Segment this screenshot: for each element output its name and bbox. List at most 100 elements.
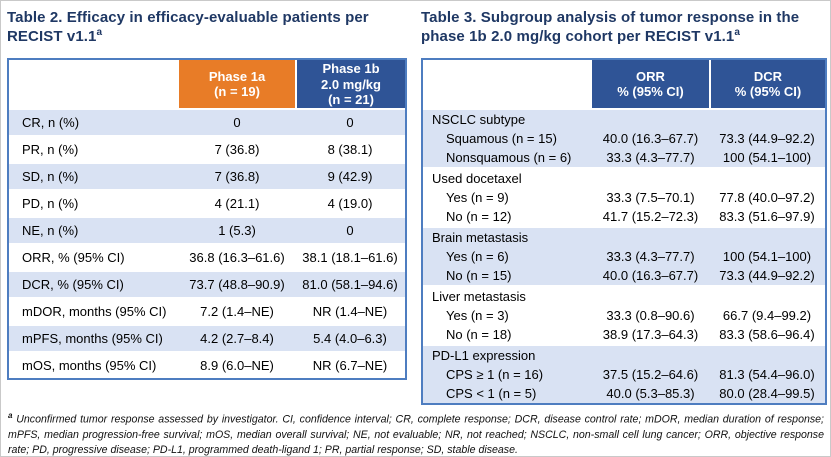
phase1a-value: 4 (21.1): [214, 196, 260, 212]
row-label: CPS ≥ 1 (n = 16): [446, 367, 544, 383]
subgroup-section: Brain metastasis Yes (n = 6) 33.3 (4.3–7…: [423, 226, 825, 286]
table-row: mDOR, months (95% CI) 7.2 (1.4–NE) NR (1…: [9, 297, 405, 324]
phase1b-value: 0: [346, 223, 354, 239]
row-label: Squamous (n = 15): [446, 131, 557, 147]
row-label: Yes (n = 6): [446, 249, 509, 265]
table2-title: Table 2. Efficacy in efficacy-evaluable …: [7, 8, 407, 46]
table-row: mPFS, months (95% CI) 4.2 (2.7–8.4) 5.4 …: [9, 324, 405, 352]
subgroup-section: Liver metastasis Yes (n = 3) 33.3 (0.8–9…: [423, 285, 825, 344]
orr-value: 37.5 (15.2–64.6): [602, 367, 699, 383]
dcr-value: 80.0 (28.4–99.5): [719, 386, 815, 402]
orr-value: 38.9 (17.3–64.3): [602, 327, 699, 343]
table3-title: Table 3. Subgroup analysis of tumor resp…: [421, 8, 827, 46]
table3-header-dcr: DCR % (95% CI): [709, 60, 825, 109]
subgroup-label: Liver metastasis: [432, 289, 526, 305]
subgroup-label: Brain metastasis: [432, 230, 529, 246]
footnote-marker: a: [8, 411, 13, 420]
table-row: CR, n (%) 0 0: [9, 108, 405, 136]
phase1a-value: 73.7 (48.8–90.9): [189, 277, 285, 293]
row-label: DCR, % (95% CI): [22, 277, 124, 293]
table3-title-text: Table 3. Subgroup analysis of tumor resp…: [421, 9, 800, 46]
phase1b-value: NR (6.7–NE): [312, 358, 388, 374]
table-row: CPS < 1 (n = 5) 40.0 (5.3–85.3) 80.0 (28…: [423, 384, 825, 403]
row-label: NE, n (%): [22, 223, 79, 239]
table-row: Yes (n = 9) 33.3 (7.5–70.1) 77.8 (40.0–9…: [423, 188, 825, 207]
row-label: SD, n (%): [22, 169, 79, 185]
table-row: ORR, % (95% CI) 36.8 (16.3–61.6) 38.1 (1…: [9, 243, 405, 270]
table-row: NE, n (%) 1 (5.3) 0: [9, 216, 405, 244]
phase1b-value: 4 (19.0): [327, 196, 373, 212]
orr-value: 33.3 (0.8–90.6): [606, 308, 695, 324]
subgroup-section: PD-L1 expression CPS ≥ 1 (n = 16) 37.5 (…: [423, 344, 825, 404]
row-label: Nonsquamous (n = 6): [446, 150, 572, 166]
phase1a-value: 1 (5.3): [218, 223, 256, 239]
table2-header-blank-cell: [9, 60, 179, 109]
table3-header-row: ORR % (95% CI) DCR % (95% CI): [423, 60, 825, 109]
dcr-value: 83.3 (58.6–96.4): [719, 327, 815, 343]
phase1a-value: 7 (36.8): [214, 169, 260, 185]
row-label: PR, n (%): [22, 142, 79, 158]
table-row: No (n = 15) 40.0 (16.3–67.7) 73.3 (44.9–…: [423, 266, 825, 285]
table-row: CPS ≥ 1 (n = 16) 37.5 (15.2–64.6) 81.3 (…: [423, 365, 825, 384]
dcr-value: 73.3 (44.9–92.2): [719, 268, 815, 284]
table3-panel: Table 3. Subgroup analysis of tumor resp…: [421, 8, 827, 406]
orr-value: 40.0 (16.3–67.7): [602, 131, 699, 147]
row-label: Yes (n = 3): [446, 308, 509, 324]
dcr-value: 83.3 (51.6–97.9): [719, 209, 815, 225]
table3-header-orr: ORR % (95% CI): [592, 60, 709, 109]
row-label: No (n = 12): [446, 209, 512, 225]
row-label: ORR, % (95% CI): [22, 250, 125, 266]
table-row: Yes (n = 3) 33.3 (0.8–90.6) 66.7 (9.4–99…: [423, 306, 825, 325]
row-label: Yes (n = 9): [446, 190, 509, 206]
table-row: Yes (n = 6) 33.3 (4.3–77.7) 100 (54.1–10…: [423, 247, 825, 266]
phase1b-value: 8 (38.1): [327, 142, 373, 158]
table3-title-footnote-marker: a: [734, 27, 741, 39]
footnote-text: Unconfirmed tumor response assessed by i…: [8, 413, 824, 456]
phase1b-value: 5.4 (4.0–6.3): [313, 331, 387, 347]
dcr-value: 100 (54.1–100): [722, 150, 812, 166]
orr-value: 33.3 (4.3–77.7): [606, 150, 695, 166]
dcr-value: 66.7 (9.4–99.2): [722, 308, 812, 324]
dcr-value: 81.3 (54.4–96.0): [719, 367, 815, 383]
table-row: No (n = 18) 38.9 (17.3–64.3) 83.3 (58.6–…: [423, 325, 825, 344]
table2-title-text: Table 2. Efficacy in efficacy-evaluable …: [7, 9, 369, 46]
table2-header-phase1a: Phase 1a (n = 19): [179, 60, 295, 109]
orr-value: 40.0 (5.3–85.3): [606, 386, 695, 402]
orr-value: 33.3 (7.5–70.1): [606, 190, 695, 206]
row-label: CPS < 1 (n = 5): [446, 386, 537, 402]
phase1b-value: 9 (42.9): [327, 169, 373, 185]
orr-value: 41.7 (15.2–72.3): [602, 209, 699, 225]
table-row: Nonsquamous (n = 6) 33.3 (4.3–77.7) 100 …: [423, 148, 825, 167]
subgroup-label: PD-L1 expression: [432, 348, 536, 364]
phase1b-value: 38.1 (18.1–61.6): [302, 250, 398, 266]
subgroup-section: Used docetaxel Yes (n = 9) 33.3 (7.5–70.…: [423, 167, 825, 226]
table-row: Squamous (n = 15) 40.0 (16.3–67.7) 73.3 …: [423, 129, 825, 148]
phase1b-value: NR (1.4–NE): [312, 304, 388, 320]
phase1a-value: 4.2 (2.7–8.4): [200, 331, 274, 347]
table-row: PD, n (%) 4 (21.1) 4 (19.0): [9, 189, 405, 216]
phase1a-value: 8.9 (6.0–NE): [200, 358, 274, 374]
subgroup-label: NSCLC subtype: [432, 112, 526, 128]
dcr-value: 73.3 (44.9–92.2): [719, 131, 815, 147]
table2-header-row: Phase 1a (n = 19) Phase 1b 2.0 mg/kg (n …: [9, 60, 405, 109]
table2: Phase 1a (n = 19) Phase 1b 2.0 mg/kg (n …: [7, 58, 407, 381]
table3: ORR % (95% CI) DCR % (95% CI) NSCLC subt…: [421, 58, 827, 406]
table-row: No (n = 12) 41.7 (15.2–72.3) 83.3 (51.6–…: [423, 207, 825, 226]
phase1a-value: 36.8 (16.3–61.6): [189, 250, 285, 266]
row-label: mOS, months (95% CI): [22, 358, 157, 374]
row-label: CR, n (%): [22, 115, 80, 131]
table-row: SD, n (%) 7 (36.8) 9 (42.9): [9, 162, 405, 190]
table2-header-phase1b: Phase 1b 2.0 mg/kg (n = 21): [295, 60, 405, 109]
subgroup-label: Used docetaxel: [432, 171, 522, 187]
dcr-value: 100 (54.1–100): [722, 249, 812, 265]
table-row: DCR, % (95% CI) 73.7 (48.8–90.9) 81.0 (5…: [9, 270, 405, 298]
row-label: mDOR, months (95% CI): [22, 304, 167, 320]
phase1a-value: 7.2 (1.4–NE): [200, 304, 274, 320]
table-row: mOS, months (95% CI) 8.9 (6.0–NE) NR (6.…: [9, 351, 405, 378]
orr-value: 33.3 (4.3–77.7): [606, 249, 695, 265]
phase1b-value: 81.0 (58.1–94.6): [302, 277, 398, 293]
abbreviations-footnote: a Unconfirmed tumor response assessed by…: [8, 410, 824, 456]
row-label: mPFS, months (95% CI): [22, 331, 163, 347]
table-row: PR, n (%) 7 (36.8) 8 (38.1): [9, 135, 405, 162]
